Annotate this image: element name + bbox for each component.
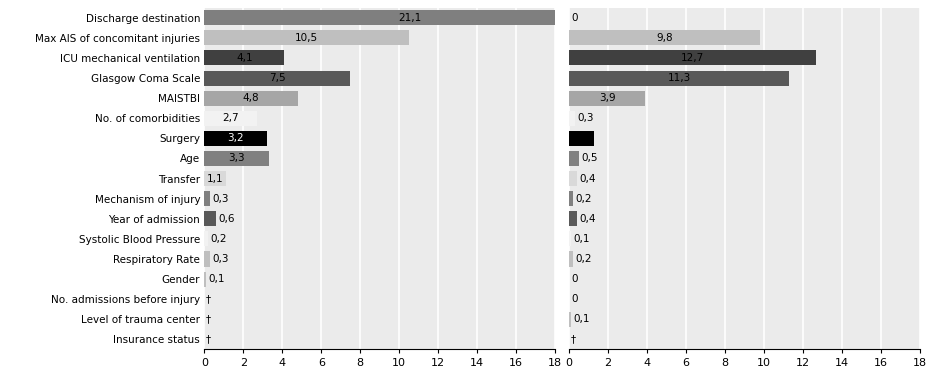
Text: †: † [206,314,211,324]
Text: 3,9: 3,9 [598,93,614,103]
Bar [569,91,644,106]
Bar [569,111,574,126]
Text: 9,8: 9,8 [655,33,672,43]
Bar [204,10,614,25]
Text: 0,5: 0,5 [581,154,597,164]
Bar [569,191,573,206]
Bar [204,91,298,106]
Text: 0,2: 0,2 [574,254,591,264]
Text: 0,3: 0,3 [576,113,593,123]
Text: 1,1: 1,1 [207,174,223,184]
Bar [204,171,226,186]
Text: 0,2: 0,2 [211,234,226,244]
Bar [204,211,216,226]
Text: †: † [206,294,211,304]
Text: 0: 0 [571,274,577,284]
Text: 11,3: 11,3 [667,73,690,83]
Text: 0,4: 0,4 [578,174,595,184]
Bar [569,231,571,247]
Text: 12,7: 12,7 [680,53,703,63]
Bar [569,312,571,327]
Text: 0,1: 0,1 [209,274,225,284]
Text: 2,7: 2,7 [222,113,238,123]
Text: 0,1: 0,1 [573,234,589,244]
Bar [569,131,594,146]
Text: 0,4: 0,4 [578,214,595,224]
Text: 3,2: 3,2 [227,133,243,143]
Text: 3,3: 3,3 [228,154,245,164]
Text: 0,3: 0,3 [213,254,229,264]
Text: †: † [570,334,575,344]
Bar [204,71,350,86]
Text: †: † [206,334,211,344]
Bar [204,111,257,126]
Bar [569,30,759,45]
Text: 0: 0 [571,13,577,23]
Text: 4,1: 4,1 [236,53,252,63]
Bar [204,191,210,206]
Text: 10,5: 10,5 [295,33,318,43]
Text: 1,3: 1,3 [573,133,589,143]
Text: 0,2: 0,2 [574,194,591,204]
Bar [569,171,576,186]
Text: 0,6: 0,6 [218,214,235,224]
Bar [204,271,206,286]
Bar [569,71,789,86]
Text: 21,1: 21,1 [398,13,421,23]
Text: 4,8: 4,8 [242,93,259,103]
Bar [204,151,268,166]
Bar [569,211,576,226]
Bar [204,50,284,66]
Text: 0,3: 0,3 [213,194,229,204]
Bar [569,252,573,266]
Bar [204,231,208,247]
Bar [569,50,816,66]
Text: 7,5: 7,5 [269,73,286,83]
Bar [569,151,578,166]
Bar [204,131,266,146]
Text: 0,1: 0,1 [573,314,589,324]
Text: 0: 0 [571,294,577,304]
Bar [204,252,210,266]
Bar [204,30,408,45]
